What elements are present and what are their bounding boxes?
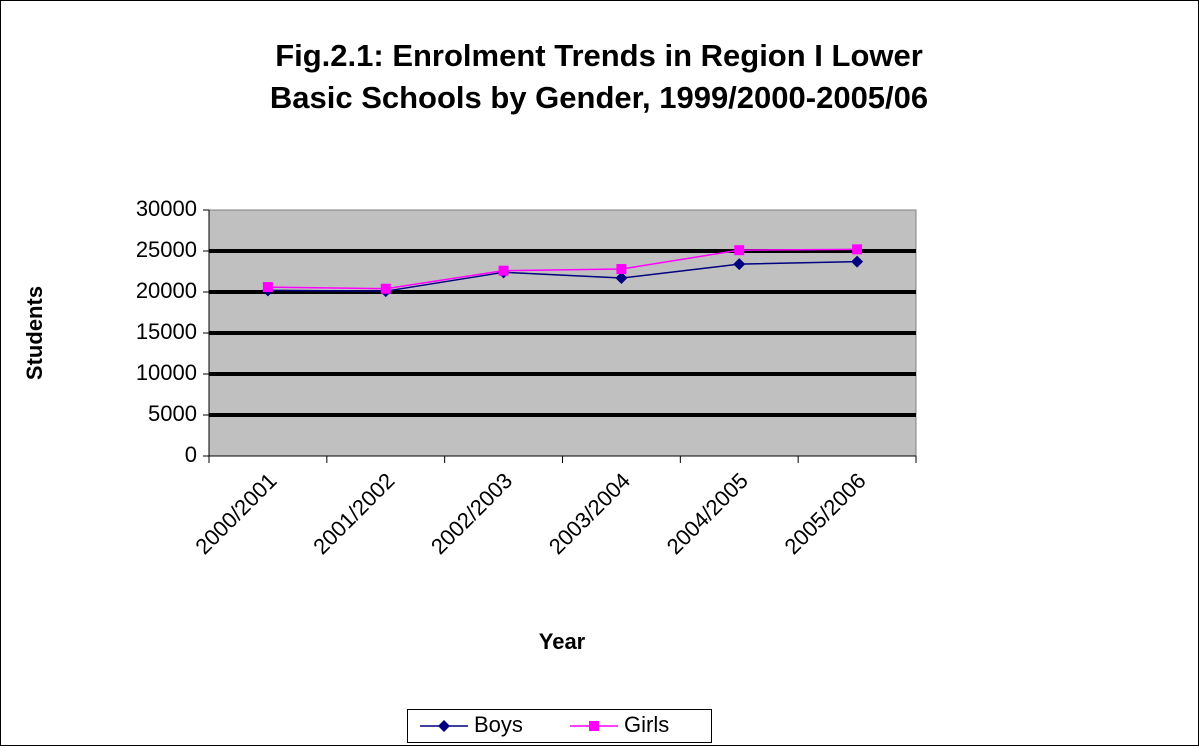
y-tick-label: 15000 <box>136 319 197 344</box>
data-point <box>615 272 628 285</box>
data-point <box>380 283 391 294</box>
data-point <box>851 255 864 268</box>
y-tick-label: 5000 <box>148 401 197 426</box>
data-point <box>498 265 509 276</box>
data-point <box>733 258 746 271</box>
data-point <box>852 244 863 255</box>
y-tick-label: 0 <box>185 442 197 467</box>
data-point <box>734 245 745 256</box>
legend-marker <box>438 720 450 732</box>
y-tick-label: 20000 <box>136 278 197 303</box>
legend-label: Boys <box>474 712 523 737</box>
y-tick-label: 30000 <box>136 196 197 221</box>
x-axis-title: Year <box>539 629 586 654</box>
legend-label: Girls <box>624 712 669 737</box>
legend-marker <box>589 721 599 731</box>
series-line <box>267 248 858 290</box>
y-tick-label: 25000 <box>136 237 197 262</box>
y-tick-label: 10000 <box>136 360 197 385</box>
chart-title: Fig.2.1: Enrolment Trends in Region I Lo… <box>270 38 928 115</box>
series-line <box>267 260 858 292</box>
y-axis-title: Students <box>22 286 47 380</box>
data-point <box>262 282 273 293</box>
data-point <box>616 264 627 275</box>
